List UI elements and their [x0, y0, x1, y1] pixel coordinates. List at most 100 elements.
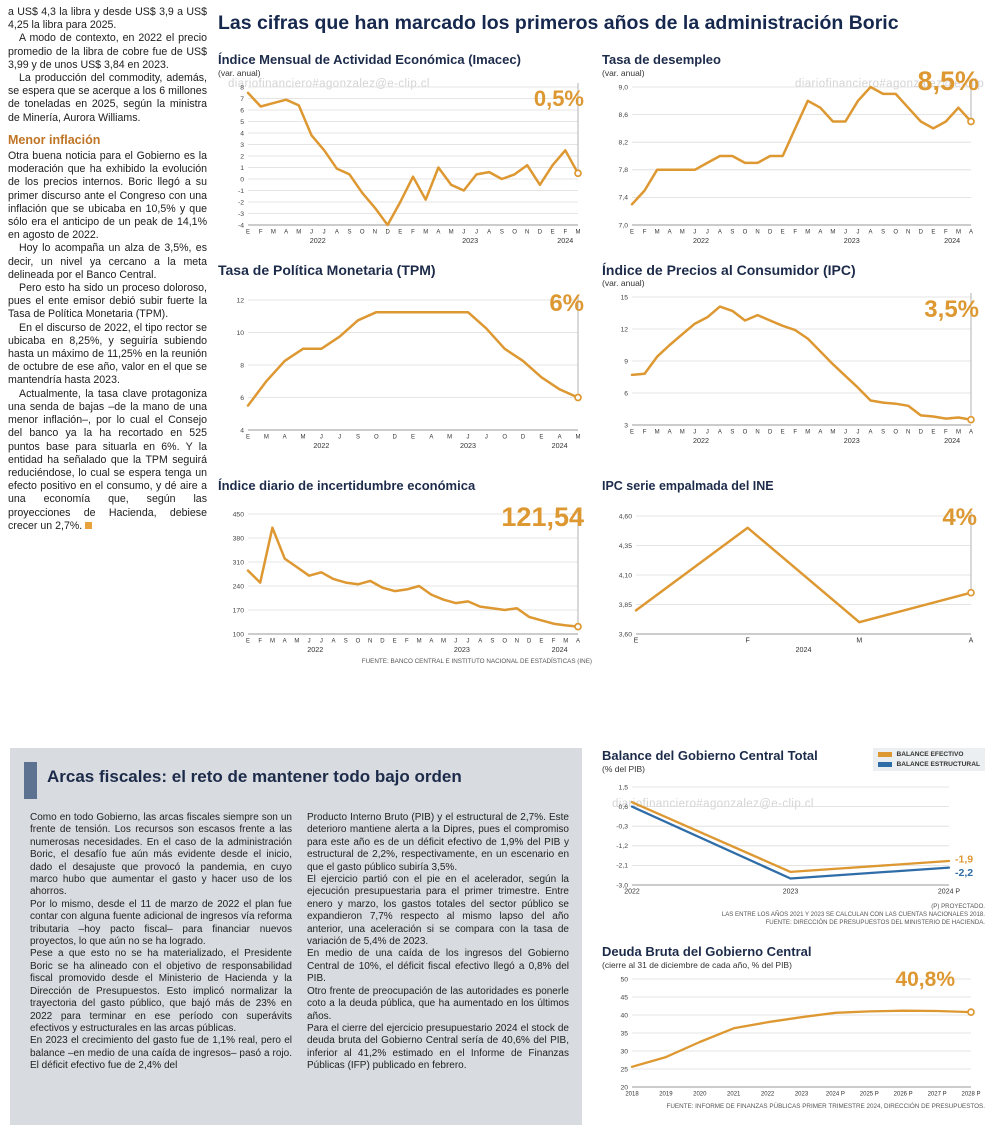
legend-label: BALANCE ESTRUCTURAL [896, 761, 980, 768]
end-marker [967, 415, 975, 424]
x-tick-label: F [259, 230, 263, 236]
x-tick-label: E [630, 430, 634, 436]
x-tick-label: D [380, 639, 385, 645]
fiscal-column-2: Producto Interno Bruto (PIB) y el estruc… [307, 812, 569, 1073]
y-tick-label: 3 [240, 142, 244, 149]
end-marker [967, 588, 975, 597]
x-tick-label: D [768, 430, 773, 436]
year-label: 2024 [552, 441, 568, 450]
chart-big-value: 0,5% [533, 86, 584, 111]
x-tick-label: A [718, 230, 722, 236]
x-tick-label: M [423, 230, 428, 236]
x-tick-label: 2024 P [826, 1092, 845, 1098]
x-tick-label: E [398, 230, 402, 236]
chart-ipc: Índice de Precios al Consumidor (IPC) (v… [602, 262, 985, 449]
series-line [634, 526, 973, 624]
x-tick-label: E [781, 230, 785, 236]
series-line [630, 1009, 973, 1068]
x-tick-label: E [781, 430, 785, 436]
x-tick-label: A [283, 435, 287, 441]
x-tick-label: M [576, 230, 581, 236]
x-tick-label: A [818, 230, 822, 236]
article-paragraph: La producción del commodity, además, se … [8, 72, 207, 124]
series-line [630, 305, 973, 421]
x-tick-label: M [956, 230, 961, 236]
x-tick-label: J [454, 639, 457, 645]
legend-label: BALANCE EFECTIVO [896, 751, 964, 758]
legend-item-structural: BALANCE ESTRUCTURAL [878, 761, 980, 768]
article-paragraph: Pero esto ha sido un proceso doloroso, p… [8, 282, 207, 321]
x-tick-label: J [323, 230, 326, 236]
x-tick-label: E [246, 230, 250, 236]
chart-subtitle: (var. anual) [218, 68, 261, 78]
y-tick-label: 170 [233, 607, 245, 614]
chart-big-value: 40,8% [895, 968, 955, 991]
x-tick-label: J [857, 230, 860, 236]
x-tick-label: O [743, 230, 748, 236]
x-tick-label: M [270, 639, 275, 645]
y-tick-label: 4 [240, 130, 244, 137]
chart-title: Índice Mensual de Actividad Económica (I… [218, 52, 521, 67]
x-tick-label: E [246, 435, 250, 441]
y-tick-label: 45 [620, 994, 628, 1001]
article-paragraph: En el discurso de 2022, el tipo rector s… [8, 321, 207, 387]
chart-unemployment: Tasa de desempleo (var. anual) 8,5% 9,0 8… [602, 52, 985, 249]
x-tick-label: J [475, 230, 478, 236]
y-tick-label: 8,6 [619, 112, 629, 119]
x-tick-label: M [856, 638, 862, 645]
y-tick-label: -4 [238, 222, 244, 229]
x-tick-label: M [956, 430, 961, 436]
x-tick-label: S [348, 230, 352, 236]
y-tick-label: 3,85 [619, 602, 632, 609]
x-tick-label: J [338, 435, 341, 441]
year-label: 2024 [796, 645, 812, 654]
chart-footnotes: (P) PROYECTADO. LAS ENTRE LOS AÑOS 2021 … [602, 903, 985, 927]
x-tick-label: J [857, 430, 860, 436]
article-paragraph: Otra buena noticia para el Gobierno es l… [8, 150, 207, 242]
year-label: 2022 [313, 441, 329, 450]
x-tick-label: 2018 [625, 1092, 639, 1098]
x-tick-label: S [881, 430, 885, 436]
x-tick-label: D [385, 230, 390, 236]
y-tick-label: 30 [620, 1048, 628, 1055]
series-end-label: -2,2 [955, 867, 973, 879]
x-tick-label: E [246, 639, 250, 645]
y-tick-label: 6 [240, 395, 244, 402]
chart-subtitle: (cierre al 31 de diciembre de cada año, … [602, 960, 792, 970]
year-label: 2022 [310, 236, 326, 245]
x-tick-label: M [447, 435, 452, 441]
x-tick-label: S [500, 230, 504, 236]
x-tick-label: M [655, 230, 660, 236]
y-tick-label: 100 [233, 631, 245, 638]
x-tick-label: M [680, 430, 685, 436]
chart-title: Balance del Gobierno Central Total [602, 748, 818, 763]
chart-legend: BALANCE EFECTIVO BALANCE ESTRUCTURAL [873, 748, 985, 771]
y-tick-label: 380 [233, 535, 245, 542]
x-tick-label: M [294, 639, 299, 645]
chart-title: Tasa de desempleo [602, 52, 721, 67]
x-tick-label: J [693, 430, 696, 436]
x-tick-label: A [429, 639, 433, 645]
x-tick-label: J [844, 230, 847, 236]
y-tick-label: -1,2 [616, 843, 628, 850]
x-tick-label: O [743, 430, 748, 436]
title-accent-bar [24, 762, 37, 799]
fiscal-section-title: Arcas fiscales: el reto de mantener todo… [47, 767, 462, 786]
y-tick-label: 3,60 [619, 631, 632, 638]
article-paragraph: a US$ 4,3 la libra y desde US$ 3,9 a US$… [8, 6, 207, 32]
x-tick-label: A [718, 430, 722, 436]
y-tick-label: 6 [240, 107, 244, 114]
chart-subtitle: (var. anual) [602, 278, 645, 288]
y-tick-label: -1 [238, 188, 244, 195]
x-tick-label: O [512, 230, 517, 236]
chart-fiscal-balance: Balance del Gobierno Central Total BALAN… [602, 748, 985, 927]
x-tick-label: J [462, 230, 465, 236]
article-end-mark-icon [85, 521, 93, 529]
y-tick-label: -3,0 [616, 882, 628, 889]
y-tick-label: 15 [620, 294, 628, 301]
x-tick-label: F [405, 639, 409, 645]
chart-title: IPC serie empalmada del INE [602, 479, 774, 493]
x-tick-label: D [392, 435, 397, 441]
x-tick-label: N [755, 230, 759, 236]
